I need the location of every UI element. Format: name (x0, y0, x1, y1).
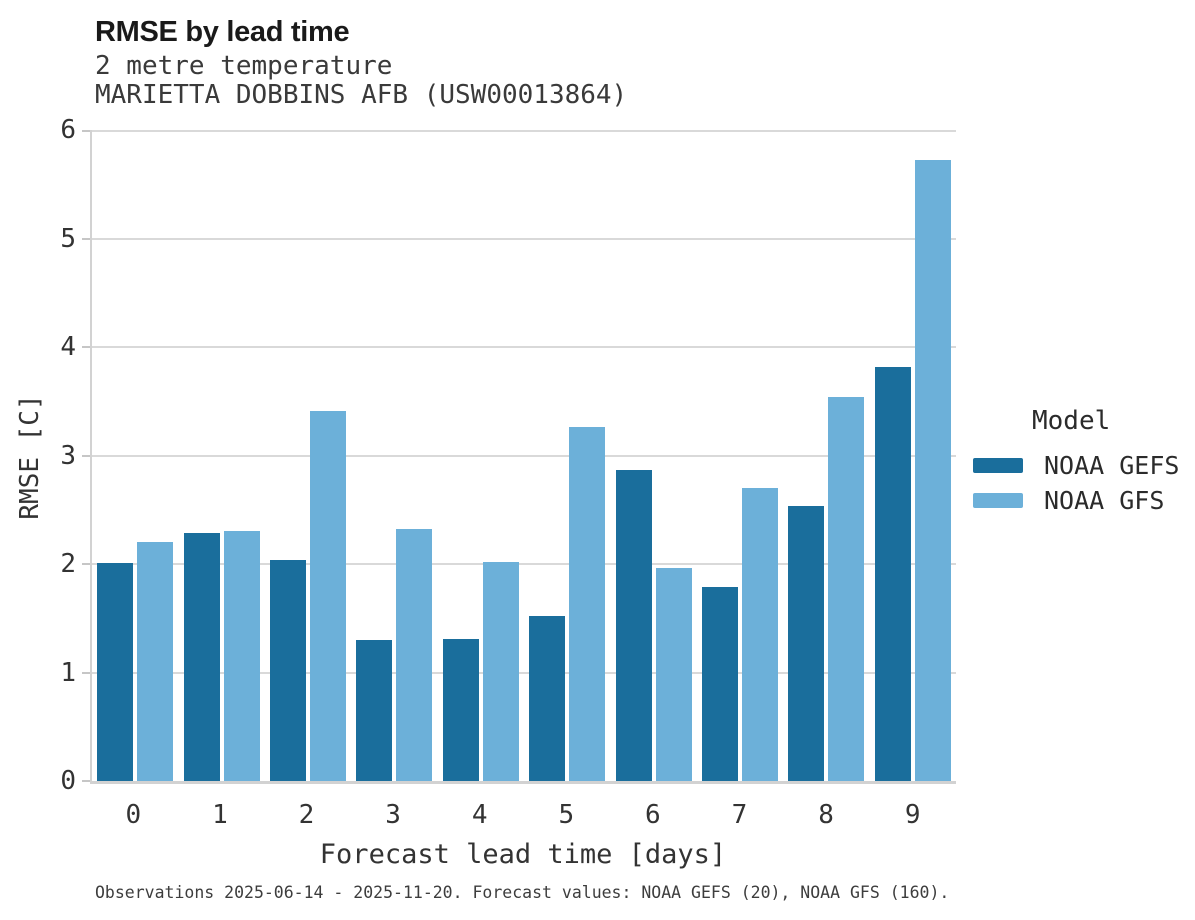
y-tick-mark-4 (82, 346, 90, 348)
x-tick-label-4: 4 (471, 800, 488, 830)
gridline-y1 (92, 672, 956, 674)
bar-noaa-gefs-lead-9 (874, 367, 911, 781)
bar-noaa-gefs-lead-8 (788, 506, 825, 781)
y-tick-mark-2 (82, 563, 90, 565)
caption: Observations 2025-06-14 - 2025-11-20. Fo… (95, 883, 950, 902)
bar-noaa-gfs-lead-8 (828, 397, 865, 781)
bar-noaa-gfs-lead-6 (655, 568, 692, 781)
chart-subtitle-variable: 2 metre temperature (95, 51, 393, 81)
legend-item-noaa-gfs: NOAA GFS (973, 483, 1195, 518)
bar-noaa-gfs-lead-0 (137, 542, 174, 781)
y-tick-label-4: 4 (60, 332, 76, 362)
gridline-y5 (92, 238, 956, 240)
y-tick-mark-6 (82, 130, 90, 132)
bar-noaa-gfs-lead-2 (310, 411, 347, 781)
bar-noaa-gfs-lead-4 (482, 562, 519, 781)
chart-subtitle-station: MARIETTA DOBBINS AFB (USW00013864) (95, 80, 628, 110)
bar-group-lead-7 (697, 130, 783, 781)
legend-item-noaa-gefs: NOAA GEFS (973, 448, 1195, 483)
x-tick-label-8: 8 (818, 800, 834, 830)
y-tick-mark-5 (82, 238, 90, 240)
plot-area (82, 130, 956, 784)
chart-title: RMSE by lead time (95, 16, 350, 48)
bar-group-lead-8 (783, 130, 869, 781)
bar-noaa-gefs-lead-1 (183, 533, 220, 781)
y-tick-label-5: 5 (60, 224, 76, 254)
bar-group-lead-4 (438, 130, 524, 781)
bar-group-lead-2 (265, 130, 351, 781)
x-tick-label-1: 1 (212, 800, 228, 830)
y-tick-label-0: 0 (60, 766, 76, 796)
bar-noaa-gfs-lead-1 (223, 531, 260, 781)
x-tick-label-5: 5 (558, 800, 575, 830)
bar-noaa-gefs-lead-4 (442, 639, 479, 781)
legend: Model NOAA GEFS NOAA GFS (973, 406, 1195, 518)
x-tick-labels: 0 1 2 3 4 5 6 7 8 9 (90, 800, 956, 830)
gridline-y4 (92, 346, 956, 348)
bar-group-lead-9 (870, 130, 956, 781)
x-tick-label-9: 9 (904, 800, 921, 830)
y-tick-mark-1 (82, 672, 90, 674)
legend-swatch-noaa-gfs (973, 493, 1023, 508)
bar-noaa-gfs-lead-7 (742, 488, 779, 781)
bar-group-lead-0 (92, 130, 178, 781)
y-tick-label-2: 2 (60, 549, 76, 579)
x-axis-title: Forecast lead time [days] (319, 839, 727, 870)
bar-noaa-gefs-lead-5 (529, 616, 566, 781)
y-tick-label-6: 6 (60, 115, 76, 145)
bar-groups (92, 130, 956, 781)
legend-title: Model (1032, 406, 1111, 436)
bar-noaa-gfs-lead-9 (914, 160, 951, 781)
x-tick-label-2: 2 (298, 800, 315, 830)
x-tick-label-7: 7 (731, 800, 748, 830)
bar-noaa-gefs-lead-7 (702, 587, 739, 781)
bar-noaa-gefs-lead-6 (615, 470, 652, 781)
x-tick-label-3: 3 (385, 800, 401, 830)
y-tick-mark-0 (82, 780, 90, 782)
x-tick-label-0: 0 (125, 800, 142, 830)
legend-items: NOAA GEFS NOAA GFS (973, 448, 1195, 518)
bar-noaa-gefs-lead-3 (356, 640, 393, 781)
bar-group-lead-5 (524, 130, 610, 781)
gridline-y2 (92, 563, 956, 565)
bar-noaa-gefs-lead-2 (270, 560, 307, 781)
y-tick-label-3: 3 (60, 441, 76, 471)
bar-group-lead-1 (178, 130, 264, 781)
bar-noaa-gfs-lead-5 (569, 427, 606, 781)
legend-label: NOAA GEFS (1044, 451, 1180, 480)
y-tick-mark-3 (82, 455, 90, 457)
bar-noaa-gefs-lead-0 (97, 563, 134, 781)
bar-group-lead-3 (351, 130, 437, 781)
bar-noaa-gfs-lead-3 (396, 529, 433, 781)
legend-label: NOAA GFS (1044, 486, 1165, 515)
gridline-y3 (92, 455, 956, 457)
gridline-y6 (92, 130, 956, 132)
y-tick-label-1: 1 (60, 658, 76, 688)
legend-swatch-noaa-gefs (973, 458, 1023, 473)
bar-group-lead-6 (610, 130, 696, 781)
x-tick-label-6: 6 (645, 800, 661, 830)
